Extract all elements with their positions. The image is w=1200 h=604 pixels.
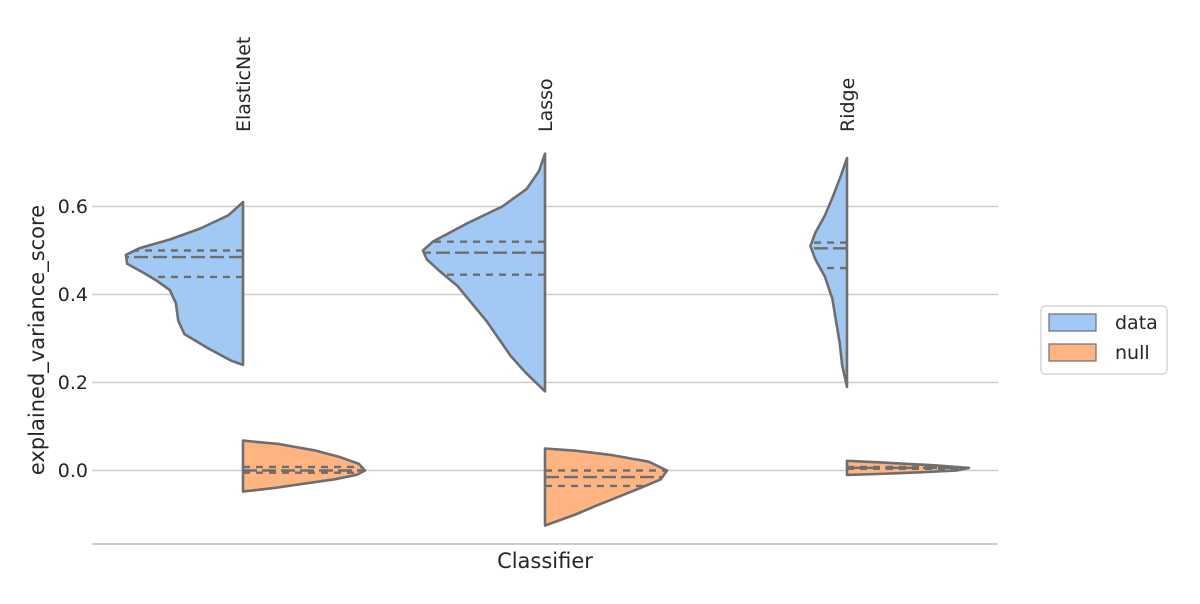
category-labels: ElasticNet Lasso Ridge: [233, 37, 859, 132]
legend-swatch-data: [1048, 313, 1097, 332]
violin-data-ridge: [809, 156, 849, 389]
y-tick-label: 0.6: [58, 196, 88, 218]
category-label-ridge: Ridge: [837, 78, 859, 132]
x-axis-label: Classifier: [497, 549, 593, 573]
violin-data-elasticnet: [124, 200, 245, 367]
legend-label-data: data: [1115, 312, 1158, 334]
legend: data null: [1040, 305, 1168, 375]
y-tick-label: 0.0: [58, 460, 88, 482]
axis-layer: Classifier explained_variance_score: [25, 205, 998, 573]
category-label-lasso: Lasso: [535, 78, 557, 132]
violin-data-lasso: [421, 152, 547, 393]
violin-layer: [124, 152, 971, 527]
y-tick-label: 0.2: [58, 372, 88, 394]
y-tick-label: 0.4: [58, 284, 88, 306]
y-tick-labels: 0.0 0.2 0.4 0.6: [58, 196, 88, 482]
y-axis-label: explained_variance_score: [25, 205, 50, 475]
category-label-elasticnet: ElasticNet: [233, 37, 255, 132]
violin-null-elasticnet: [241, 439, 367, 493]
violin-null-lasso: [543, 447, 669, 527]
legend-swatch-null: [1048, 343, 1097, 362]
legend-label-null: null: [1115, 342, 1150, 364]
